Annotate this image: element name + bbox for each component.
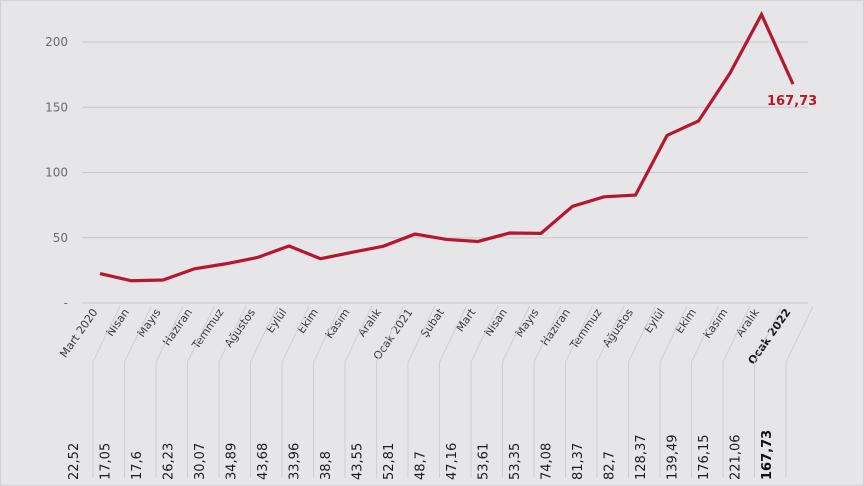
value-label: 22,52 [67, 443, 82, 480]
value-label: 43,68 [256, 443, 271, 480]
value-label: 74,08 [540, 443, 555, 480]
column-divider [754, 305, 782, 478]
value-label: 176,15 [697, 435, 712, 481]
column-divider [722, 305, 751, 478]
x-category-label: Ağustos [222, 306, 258, 350]
column-divider [218, 305, 247, 478]
x-category-label: Mart 2020 [57, 306, 100, 360]
column-divider [344, 305, 373, 478]
y-tick-label: - [64, 296, 68, 310]
column-divider [124, 305, 152, 478]
series-line [99, 10, 795, 283]
x-category-label: Mart [453, 306, 478, 335]
value-label: 47,16 [445, 443, 460, 480]
value-label: 82,7 [603, 451, 618, 480]
value-label: 17,05 [99, 443, 114, 480]
column-divider [92, 305, 121, 478]
gridlines [82, 41, 808, 304]
value-label: 17,6 [130, 451, 145, 480]
x-category-label: Ekim [673, 306, 699, 336]
column-divider [313, 305, 341, 478]
value-label: 221,06 [729, 435, 744, 481]
x-category-label: Ağustos [600, 306, 636, 350]
column-divider [785, 305, 814, 478]
value-label: 53,35 [508, 443, 523, 480]
value-label: 26,23 [162, 443, 177, 480]
column-divider [470, 305, 499, 478]
column-divider [281, 305, 310, 478]
column-divider [187, 305, 215, 478]
x-category-label: Eylül [642, 306, 668, 335]
value-label: 81,37 [571, 443, 586, 480]
column-divider [502, 305, 530, 478]
value-label: 128,37 [634, 435, 649, 481]
value-label: 48,7 [414, 451, 429, 480]
column-divider [407, 305, 436, 478]
value-label: 34,89 [225, 443, 240, 480]
x-category-label: Eylül [264, 306, 290, 335]
value-label: 30,07 [193, 443, 208, 480]
value-label: 33,96 [288, 443, 303, 480]
column-divider [628, 305, 656, 478]
value-label: 38,8 [319, 451, 334, 480]
value-label: 139,49 [666, 435, 681, 481]
column-divider [659, 305, 688, 478]
value-label: 167,73 [760, 430, 775, 480]
column-divider [596, 305, 625, 478]
y-tick-label: 150 [45, 100, 68, 114]
column-divider [376, 305, 404, 478]
y-tick-label: 200 [45, 35, 68, 49]
column-divider [533, 305, 562, 478]
end-value-label: 167,73 [767, 94, 817, 109]
x-category-label: Temmuz [189, 306, 227, 352]
value-label: 43,55 [351, 443, 366, 480]
column-divider [155, 305, 184, 478]
y-tick-label: 50 [53, 231, 68, 245]
value-label: 52,81 [382, 443, 397, 480]
column-divider [439, 305, 467, 478]
x-category-label: Temmuz [567, 306, 605, 352]
x-category-label: Ekim [295, 306, 321, 336]
column-divider [565, 305, 593, 478]
value-label: 53,61 [477, 443, 492, 480]
y-tick-label: 100 [45, 166, 68, 180]
y-axis-ticks: - 50 100 150 200 [45, 35, 68, 310]
value-columns: 22,52 17,05 17,6 26,23 30,07 34,89 43,68 33,96 3… [67, 305, 814, 481]
column-divider [691, 305, 719, 478]
column-divider [250, 305, 278, 478]
